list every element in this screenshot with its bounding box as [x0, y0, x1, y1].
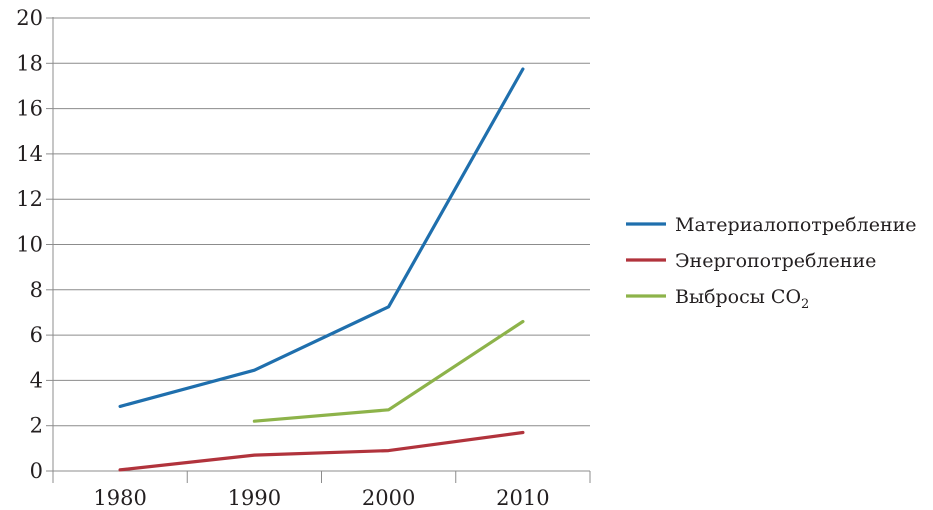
x-tick-label: 2000: [362, 486, 415, 510]
grid: [53, 17, 590, 427]
y-tick-label: 14: [16, 142, 43, 166]
x-tick-label: 1990: [228, 486, 281, 510]
x-tick-label: 2010: [496, 486, 549, 510]
series-line-1: [118, 67, 525, 408]
y-tick-label: 0: [30, 459, 43, 483]
y-tick-label: 4: [30, 368, 43, 392]
legend-label: Энергопотребление: [675, 250, 876, 272]
axes: [46, 17, 591, 483]
y-tick-label: 8: [30, 278, 43, 302]
legend: Материалопотребление Энергопотребление Выб…: [626, 214, 917, 312]
y-tick-label: 18: [16, 51, 43, 75]
x-tick-labels: 1980 1990 2000 2010: [93, 486, 549, 510]
y-tick-label: 6: [30, 323, 43, 347]
y-tick-label: 12: [16, 187, 43, 211]
legend-label: Материалопотребление: [675, 214, 917, 236]
series-line-2: [118, 430, 525, 472]
series-line-3: [252, 319, 525, 423]
y-tick-label: 20: [16, 6, 43, 30]
series-lines: [118, 67, 525, 472]
x-tick-label: 1980: [93, 486, 146, 510]
y-tick-label: 10: [16, 233, 43, 257]
y-tick-label: 16: [16, 97, 43, 121]
y-tick-labels: 0 2 4 6 8 10 12 14 16 18 20: [16, 6, 43, 483]
legend-label: Выбросы CO2: [675, 286, 809, 312]
y-tick-label: 2: [30, 414, 43, 438]
